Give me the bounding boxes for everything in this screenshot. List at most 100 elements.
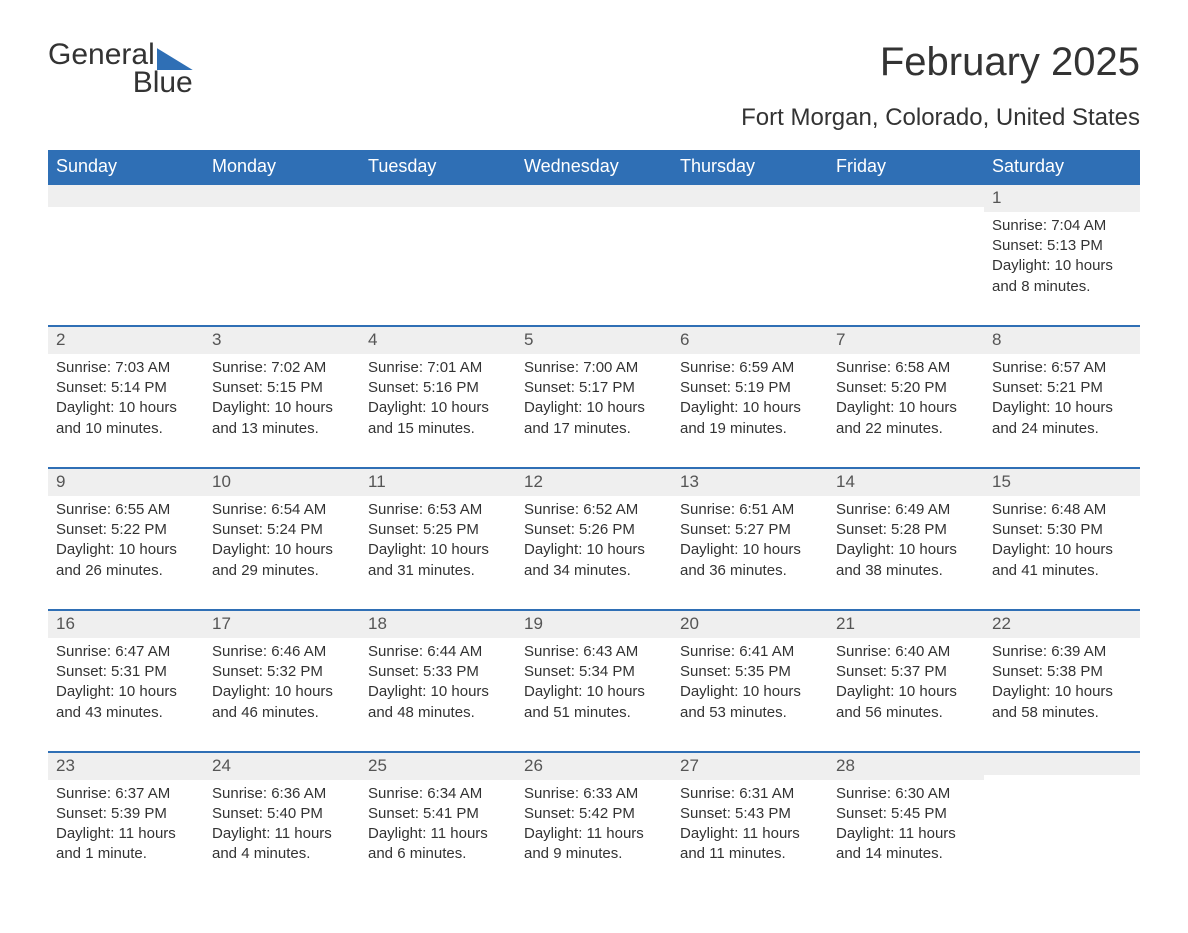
day-number: 2 xyxy=(56,330,65,349)
calendar-day-cell: 17Sunrise: 6:46 AMSunset: 5:32 PMDayligh… xyxy=(204,610,360,752)
sunrise-text: Sunrise: 6:36 AM xyxy=(212,784,352,804)
day-number-strip: 12 xyxy=(516,469,672,496)
calendar-day-cell: 7 Sunrise: 6:58 AMSunset: 5:20 PMDaylight… xyxy=(828,326,984,468)
day-content: Sunrise: 6:57 AMSunset: 5:21 PMDaylight:… xyxy=(992,358,1132,439)
day-content: Sunrise: 6:49 AMSunset: 5:28 PMDaylight:… xyxy=(836,500,976,581)
day-content: Sunrise: 6:43 AMSunset: 5:34 PMDaylight:… xyxy=(524,642,664,723)
sunset-text: Sunset: 5:42 PM xyxy=(524,804,664,824)
day-number: 16 xyxy=(56,614,75,633)
calendar-week-row: 2 Sunrise: 7:03 AMSunset: 5:14 PM Daylight… xyxy=(48,326,1140,468)
calendar-day-cell: 27Sunrise: 6:31 AMSunset: 5:43 PMDayligh… xyxy=(672,752,828,893)
sunset-text: Sunset: 5:33 PM xyxy=(368,662,508,682)
day-content: Sunrise: 6:33 AMSunset: 5:42 PMDaylight:… xyxy=(524,784,664,865)
day-number-strip: 7 xyxy=(828,327,984,354)
day-number-strip: 26 xyxy=(516,753,672,780)
day-number: 17 xyxy=(212,614,231,633)
day-number-strip xyxy=(516,185,672,207)
day-content: Sunrise: 7:02 AMSunset: 5:15 PMDaylight:… xyxy=(212,358,352,439)
day-number: 14 xyxy=(836,472,855,491)
day-number: 22 xyxy=(992,614,1011,633)
sunrise-text: Sunrise: 6:31 AM xyxy=(680,784,820,804)
day-number-strip xyxy=(828,185,984,207)
daylight-text: Daylight: 11 hours and 11 minutes. xyxy=(680,824,820,865)
daylight-text: Daylight: 10 hours and 58 minutes. xyxy=(992,682,1132,723)
calendar-day-cell: 14 Sunrise: 6:49 AMSunset: 5:28 PMDayligh… xyxy=(828,468,984,610)
weekday-header: Monday xyxy=(204,150,360,184)
sunrise-text: Sunrise: 6:40 AM xyxy=(836,642,976,662)
day-number-strip: 6 xyxy=(672,327,828,354)
calendar-day-cell: 10Sunrise: 6:54 AMSunset: 5:24 PMDayligh… xyxy=(204,468,360,610)
calendar-day-cell xyxy=(672,184,828,326)
daylight-text: Daylight: 10 hours and 17 minutes. xyxy=(524,398,664,439)
weekday-header: Saturday xyxy=(984,150,1140,184)
sunrise-text: Sunrise: 6:47 AM xyxy=(56,642,196,662)
sunset-text: Sunset: 5:14 PM xyxy=(56,378,196,398)
location-subtitle: Fort Morgan, Colorado, United States xyxy=(48,104,1140,132)
daylight-text: Daylight: 10 hours and 26 minutes. xyxy=(56,540,196,581)
day-number-strip: 15 xyxy=(984,469,1140,496)
day-content: Sunrise: 6:44 AMSunset: 5:33 PMDaylight:… xyxy=(368,642,508,723)
sunrise-text: Sunrise: 7:03 AM xyxy=(56,358,196,378)
sunrise-text: Sunrise: 6:43 AM xyxy=(524,642,664,662)
day-content: Sunrise: 6:40 AMSunset: 5:37 PMDaylight:… xyxy=(836,642,976,723)
day-number-strip: 22 xyxy=(984,611,1140,638)
day-number: 24 xyxy=(212,756,231,775)
calendar-day-cell: 12Sunrise: 6:52 AMSunset: 5:26 PMDayligh… xyxy=(516,468,672,610)
daylight-text: Daylight: 10 hours and 46 minutes. xyxy=(212,682,352,723)
calendar-day-cell: 21 Sunrise: 6:40 AMSunset: 5:37 PMDayligh… xyxy=(828,610,984,752)
sunset-text: Sunset: 5:17 PM xyxy=(524,378,664,398)
day-content: Sunrise: 6:58 AMSunset: 5:20 PMDaylight:… xyxy=(836,358,976,439)
day-number-strip xyxy=(204,185,360,207)
day-content: Sunrise: 6:37 AMSunset: 5:39 PMDaylight:… xyxy=(56,784,196,865)
calendar-week-row: 1Sunrise: 7:04 AMSunset: 5:13 PMDaylight… xyxy=(48,184,1140,326)
daylight-text: Daylight: 10 hours and 22 minutes. xyxy=(836,398,976,439)
day-number-strip: 4 xyxy=(360,327,516,354)
sunset-text: Sunset: 5:35 PM xyxy=(680,662,820,682)
sunrise-text: Sunrise: 6:52 AM xyxy=(524,500,664,520)
sunrise-text: Sunrise: 6:34 AM xyxy=(368,784,508,804)
sunrise-text: Sunrise: 6:30 AM xyxy=(836,784,976,804)
calendar-day-cell: 20Sunrise: 6:41 AMSunset: 5:35 PMDayligh… xyxy=(672,610,828,752)
sunrise-text: Sunrise: 6:55 AM xyxy=(56,500,196,520)
sunrise-text: Sunrise: 6:59 AM xyxy=(680,358,820,378)
daylight-text: Daylight: 10 hours and 48 minutes. xyxy=(368,682,508,723)
sunset-text: Sunset: 5:24 PM xyxy=(212,520,352,540)
day-content: Sunrise: 6:36 AMSunset: 5:40 PMDaylight:… xyxy=(212,784,352,865)
calendar-day-cell: 22Sunrise: 6:39 AMSunset: 5:38 PMDayligh… xyxy=(984,610,1140,752)
sunset-text: Sunset: 5:20 PM xyxy=(836,378,976,398)
day-number-strip xyxy=(984,753,1140,775)
calendar-day-cell: 24 Sunrise: 6:36 AMSunset: 5:40 PMDayligh… xyxy=(204,752,360,893)
sunrise-text: Sunrise: 6:53 AM xyxy=(368,500,508,520)
calendar-day-cell: 9 Sunrise: 6:55 AMSunset: 5:22 PMDaylight… xyxy=(48,468,204,610)
calendar-day-cell xyxy=(48,184,204,326)
sunset-text: Sunset: 5:13 PM xyxy=(992,236,1132,256)
sunrise-text: Sunrise: 7:01 AM xyxy=(368,358,508,378)
sunset-text: Sunset: 5:21 PM xyxy=(992,378,1132,398)
calendar-day-cell: 6Sunrise: 6:59 AMSunset: 5:19 PMDaylight… xyxy=(672,326,828,468)
calendar-day-cell: 4Sunrise: 7:01 AMSunset: 5:16 PMDaylight… xyxy=(360,326,516,468)
day-number-strip: 21 xyxy=(828,611,984,638)
day-number: 28 xyxy=(836,756,855,775)
sunset-text: Sunset: 5:40 PM xyxy=(212,804,352,824)
calendar-week-row: 9Sunrise: 6:55 AMSunset: 5:22 PMDaylight… xyxy=(48,468,1140,610)
day-number: 18 xyxy=(368,614,387,633)
weekday-header: Thursday xyxy=(672,150,828,184)
daylight-text: Daylight: 10 hours and 15 minutes. xyxy=(368,398,508,439)
weekday-header: Tuesday xyxy=(360,150,516,184)
weekday-header: Wednesday xyxy=(516,150,672,184)
day-number-strip: 14 xyxy=(828,469,984,496)
day-content: Sunrise: 6:34 AMSunset: 5:41 PMDaylight:… xyxy=(368,784,508,865)
day-number: 11 xyxy=(368,472,386,491)
weekday-header: Sunday xyxy=(48,150,204,184)
day-number-strip xyxy=(360,185,516,207)
day-number-strip: 19 xyxy=(516,611,672,638)
sunset-text: Sunset: 5:22 PM xyxy=(56,520,196,540)
calendar-week-row: 16Sunrise: 6:47 AMSunset: 5:31 PMDayligh… xyxy=(48,610,1140,752)
weekday-header: Friday xyxy=(828,150,984,184)
daylight-text: Daylight: 10 hours and 41 minutes. xyxy=(992,540,1132,581)
day-number-strip: 13 xyxy=(672,469,828,496)
daylight-text: Daylight: 10 hours and 24 minutes. xyxy=(992,398,1132,439)
day-number: 9 xyxy=(56,472,65,491)
sunset-text: Sunset: 5:32 PM xyxy=(212,662,352,682)
sunrise-text: Sunrise: 6:54 AM xyxy=(212,500,352,520)
